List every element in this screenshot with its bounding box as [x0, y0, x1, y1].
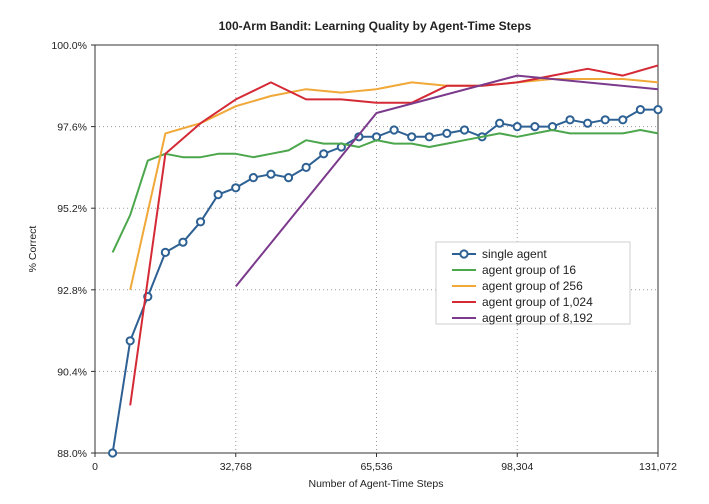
data-point — [565, 115, 575, 125]
series-3 — [129, 78, 659, 291]
legend-marker — [459, 249, 469, 259]
data-point — [107, 448, 118, 458]
x-axis-label: Number of Agent-Time Steps — [308, 478, 443, 490]
legend-label: agent group of 1,024 — [482, 295, 593, 309]
data-point — [389, 125, 399, 135]
series-layer — [107, 64, 663, 458]
series-4 — [129, 64, 659, 406]
x-tick-label: 32,768 — [220, 461, 252, 473]
y-axis: 88.0% 90.4% 92.8% 95.2% 97.6% 100.0% — [51, 40, 95, 460]
y-tick-label: 100.0% — [51, 40, 87, 52]
data-point — [178, 237, 188, 247]
legend-label: agent group of 256 — [482, 279, 583, 293]
data-point — [407, 132, 417, 142]
legend-label: agent group of 8,192 — [482, 311, 593, 325]
legend-label: single agent — [482, 247, 547, 261]
y-tick-label: 88.0% — [57, 448, 87, 460]
legend-item: single agent — [452, 247, 547, 261]
x-tick-label: 0 — [92, 461, 98, 473]
data-point — [125, 336, 135, 346]
x-tick-label: 98,304 — [501, 461, 533, 473]
x-tick-label: 131,072 — [639, 461, 677, 473]
data-point — [301, 162, 311, 172]
series-5 — [235, 74, 659, 288]
legend-label: agent group of 16 — [482, 263, 576, 277]
data-point — [266, 169, 276, 179]
data-point — [583, 118, 593, 128]
data-point — [442, 128, 452, 138]
data-point — [195, 217, 206, 227]
data-point — [512, 122, 522, 132]
series-2 — [111, 129, 659, 253]
data-point — [213, 190, 223, 200]
series-line — [111, 129, 659, 253]
legend-item: agent group of 8,192 — [452, 311, 593, 325]
data-point — [160, 247, 170, 257]
legend-item: agent group of 1,024 — [452, 295, 593, 309]
data-point — [653, 105, 663, 115]
y-tick-label: 90.4% — [57, 366, 87, 378]
x-axis: 0 32,768 65,536 98,304 131,072 — [92, 453, 677, 473]
data-point — [424, 132, 434, 142]
data-point — [530, 122, 540, 132]
series-line — [129, 78, 659, 291]
data-point — [319, 149, 329, 159]
y-tick-label: 97.6% — [57, 122, 87, 134]
legend: single agent agent group of 16 agent group… — [435, 241, 631, 325]
legend-item: agent group of 16 — [452, 263, 576, 277]
data-point — [248, 173, 258, 183]
data-point — [283, 173, 294, 183]
data-point — [618, 115, 628, 125]
series-line — [129, 64, 659, 406]
data-point — [495, 118, 505, 128]
x-tick-label: 65,536 — [360, 461, 392, 473]
series-line — [235, 74, 659, 288]
data-point — [231, 183, 241, 193]
y-tick-label: 92.8% — [57, 285, 87, 297]
data-point — [635, 105, 646, 115]
y-tick-label: 95.2% — [57, 203, 87, 215]
legend-box — [435, 241, 631, 325]
legend-item: agent group of 256 — [452, 279, 583, 293]
y-axis-label: % Correct — [27, 226, 39, 273]
chart-title: 100-Arm Bandit: Learning Quality by Agen… — [219, 19, 532, 33]
data-point — [459, 125, 470, 135]
data-point — [600, 115, 610, 125]
